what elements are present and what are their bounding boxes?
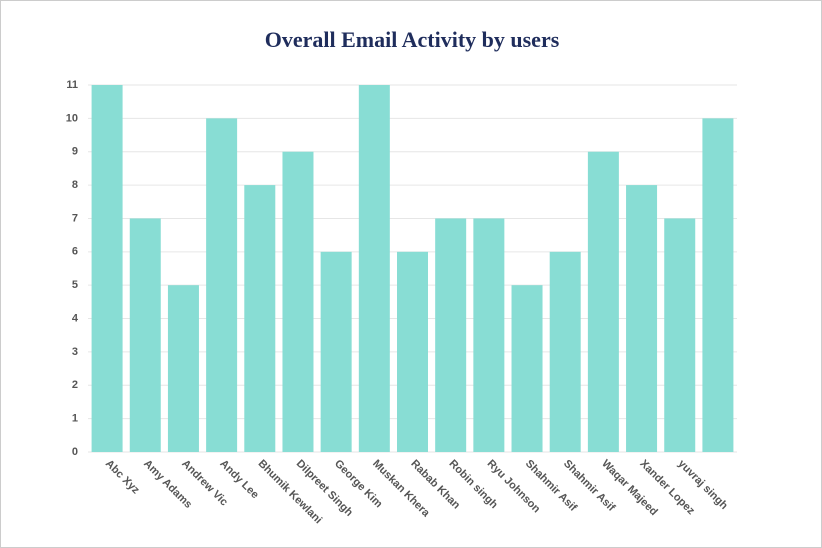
bar (244, 185, 276, 452)
y-tick-label: 9 (72, 146, 78, 158)
bar (397, 251, 428, 452)
bar (626, 185, 658, 452)
bar (129, 218, 161, 452)
bar (358, 85, 390, 452)
y-tick-label: 10 (66, 112, 78, 124)
chart-title: Overall Email Activity by users (265, 27, 560, 52)
bar (206, 118, 238, 452)
y-tick-label: 5 (72, 279, 78, 291)
bar (320, 251, 352, 452)
y-tick-label: 3 (72, 346, 78, 358)
bar (587, 151, 619, 452)
y-tick-label: 7 (72, 212, 78, 224)
y-tick-label: 2 (72, 379, 78, 391)
y-tick-label: 11 (66, 79, 78, 91)
bar (549, 251, 581, 452)
bar (511, 285, 543, 452)
bar (473, 218, 505, 452)
bar (91, 85, 123, 452)
y-tick-label: 6 (72, 246, 78, 258)
bar (664, 218, 696, 452)
bar (435, 218, 467, 452)
bar (702, 118, 734, 452)
y-tick-label: 0 (72, 446, 78, 458)
bar (282, 151, 314, 452)
y-tick-label: 1 (72, 413, 78, 425)
y-tick-label: 4 (72, 312, 79, 324)
bar (167, 285, 199, 452)
y-tick-label: 8 (72, 179, 78, 191)
